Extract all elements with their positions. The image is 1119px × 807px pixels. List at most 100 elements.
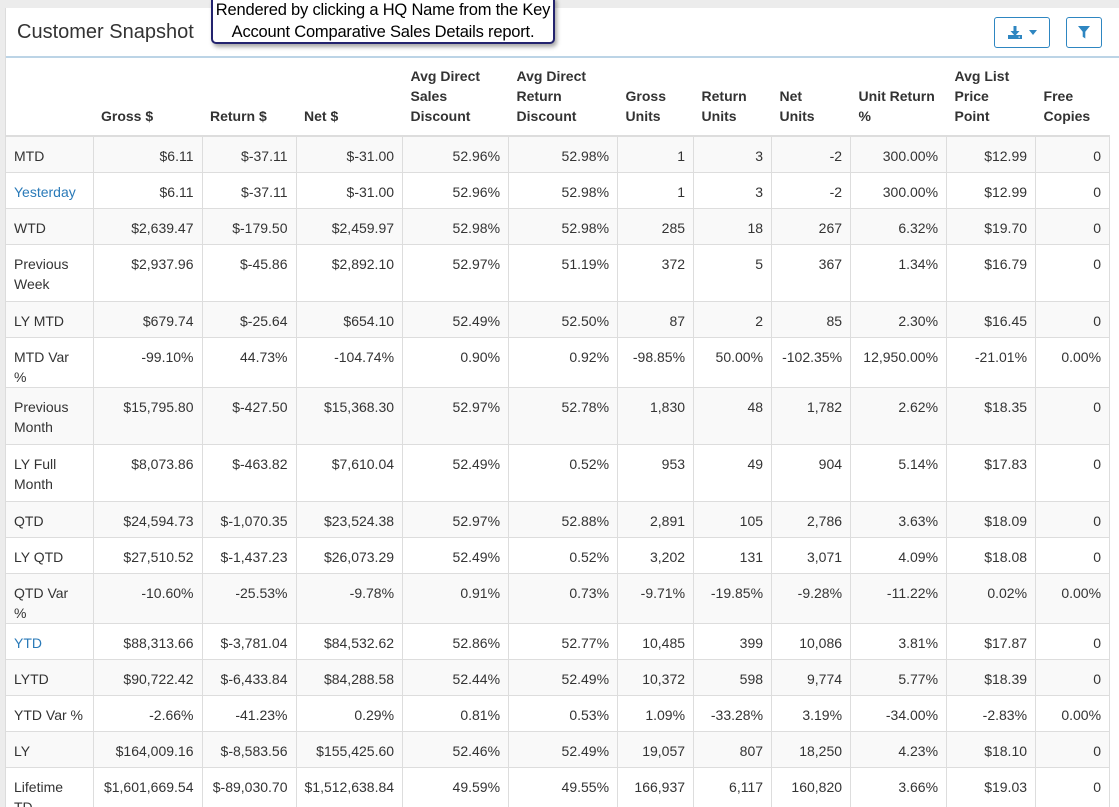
table-cell: 367 <box>771 244 852 302</box>
row-label-text[interactable]: YTD <box>14 634 42 651</box>
callout-line-2: Account Comparative Sales Details report… <box>231 23 535 41</box>
table-cell: 10,086 <box>771 623 852 660</box>
table-row: LY Full Month $8,073.86 $-463.82 $7,610.04 52… <box>6 444 1111 502</box>
table-cell: 1.09% <box>617 695 695 732</box>
table-cell: $-427.50 <box>202 387 297 445</box>
column-header-text: % <box>858 108 871 124</box>
column-header-text: Units <box>701 108 737 124</box>
row-label-link[interactable]: YTD <box>6 623 94 660</box>
row-label-text: MTD <box>14 148 45 164</box>
table-cell: -98.85% <box>617 337 695 388</box>
table-cell: 9,774 <box>771 659 852 696</box>
annotation-callout: Rendered by clicking a HQ Name from the … <box>211 0 555 44</box>
table-cell: $16.45 <box>946 301 1037 338</box>
table-body: MTD $6.11 $-37.11 $-31.00 52.96% 52.98% 1 3 -2 30… <box>6 136 1111 807</box>
table-row: WTD $2,639.47 $-179.50 $2,459.97 52.98% 52.98… <box>6 208 1111 245</box>
table-cell: $1,512,638.84 <box>296 767 404 807</box>
table-row: Yesterday $6.11 $-37.11 $-31.00 52.96% 52.98%… <box>6 172 1111 209</box>
table-cell: -99.10% <box>93 337 203 388</box>
column-header-text: Sales <box>410 88 448 104</box>
row-label-text[interactable]: Yesterday <box>14 183 76 200</box>
table-cell: 44.73% <box>202 337 297 388</box>
table-cell: $88,313.66 <box>93 623 203 660</box>
table-cell: 2,891 <box>617 501 695 538</box>
table-cell: 0.52% <box>508 444 619 502</box>
table-cell: $12.99 <box>946 136 1037 173</box>
row-label-text: LYTD <box>14 670 49 687</box>
table-row: YTD Var % -2.66% -41.23% 0.29% 0.81% 0.53% 1.0… <box>6 695 1111 732</box>
table-cell: -41.23% <box>202 695 297 732</box>
table-cell: 49 <box>693 444 773 502</box>
table-cell: 0.92% <box>508 337 619 388</box>
table-cell: 0 <box>1035 623 1111 660</box>
table-row: Previous Week $2,937.96 $-45.86 $2,892.10 52.… <box>6 244 1111 302</box>
table-header-row: Gross $ Return $ Net $ Avg Direct Sales Disco… <box>6 60 1110 137</box>
row-label-text: WTD <box>14 219 46 236</box>
table-cell: $164,009.16 <box>93 731 203 768</box>
table-cell: -19.85% <box>693 573 773 624</box>
download-button[interactable] <box>994 17 1050 48</box>
table-cell: $-31.00 <box>296 136 404 173</box>
table-cell: $18.08 <box>946 537 1037 574</box>
table-cell: $155,425.60 <box>296 731 404 768</box>
table-row: MTD Var % -99.10% 44.73% -104.74% 0.90% 0.92%… <box>6 337 1111 388</box>
row-label-text: Previous <box>14 398 69 415</box>
row-label-text: LY MTD <box>14 312 65 329</box>
table-cell: -9.28% <box>771 573 852 624</box>
column-header-text: Net $ <box>304 108 339 124</box>
column-header-text: Units <box>779 108 815 124</box>
column-header: Avg List Price Point <box>946 60 1036 137</box>
row-label-text: LY Full <box>14 455 57 472</box>
table-cell: 300.00% <box>850 172 948 209</box>
table-cell: 4.23% <box>850 731 948 768</box>
filter-button[interactable] <box>1066 17 1102 48</box>
table-cell: -102.35% <box>771 337 852 388</box>
table-cell: 52.49% <box>402 301 510 338</box>
table-cell: $-179.50 <box>202 208 297 245</box>
column-header-text: Avg Direct <box>410 68 481 84</box>
table-cell: 52.49% <box>508 659 619 696</box>
table-cell: -9.78% <box>296 573 404 624</box>
table-cell: $24,594.73 <box>93 501 203 538</box>
table-cell: 5.77% <box>850 659 948 696</box>
table-row: LY $164,009.16 $-8,583.56 $155,425.60 52.46%… <box>6 731 1111 768</box>
row-label-text: Previous <box>14 255 69 272</box>
table-cell: $6.11 <box>93 172 203 209</box>
table-cell: 1.34% <box>850 244 948 302</box>
table-cell: $26,073.29 <box>296 537 404 574</box>
table-cell: 4.09% <box>850 537 948 574</box>
row-label-link[interactable]: Yesterday <box>6 172 94 209</box>
table-cell: 52.49% <box>402 444 510 502</box>
table-row: Lifetime TD $1,601,669.54 $-89,030.70 $1,512… <box>6 767 1111 807</box>
table-cell: 12,950.00% <box>850 337 948 388</box>
row-label: LY Full Month <box>6 444 94 502</box>
column-header-text: Discount <box>516 108 577 124</box>
table-cell: 52.97% <box>402 244 510 302</box>
table-cell: 0 <box>1035 301 1111 338</box>
table-cell: 0.81% <box>402 695 510 732</box>
row-label-text: QTD Var % <box>14 584 69 621</box>
table-cell: 52.44% <box>402 659 510 696</box>
table-cell: $-89,030.70 <box>202 767 297 807</box>
column-header: Net $ <box>296 60 403 137</box>
table-cell: 50.00% <box>693 337 773 388</box>
filter-icon <box>1078 26 1090 39</box>
table-cell: 0.02% <box>946 573 1037 624</box>
table-cell: $18.35 <box>946 387 1037 445</box>
table-cell: 52.96% <box>402 136 510 173</box>
caret-down-icon <box>1029 30 1037 35</box>
table-cell: $18.39 <box>946 659 1037 696</box>
table-cell: 6,117 <box>693 767 773 807</box>
table-cell: $15,795.80 <box>93 387 203 445</box>
row-label-text: Month <box>14 475 53 492</box>
table-cell: 3,071 <box>771 537 852 574</box>
table-row: LYTD $90,722.42 $-6,433.84 $84,288.58 52.44%… <box>6 659 1111 696</box>
table-row: QTD $24,594.73 $-1,070.35 $23,524.38 52.97% 5… <box>6 501 1111 538</box>
table-cell: 48 <box>693 387 773 445</box>
table-cell: $27,510.52 <box>93 537 203 574</box>
table-cell: 19,057 <box>617 731 695 768</box>
table-cell: 3.19% <box>771 695 852 732</box>
table-cell: $-1,070.35 <box>202 501 297 538</box>
table-cell: $-8,583.56 <box>202 731 297 768</box>
table-cell: -2.83% <box>946 695 1037 732</box>
